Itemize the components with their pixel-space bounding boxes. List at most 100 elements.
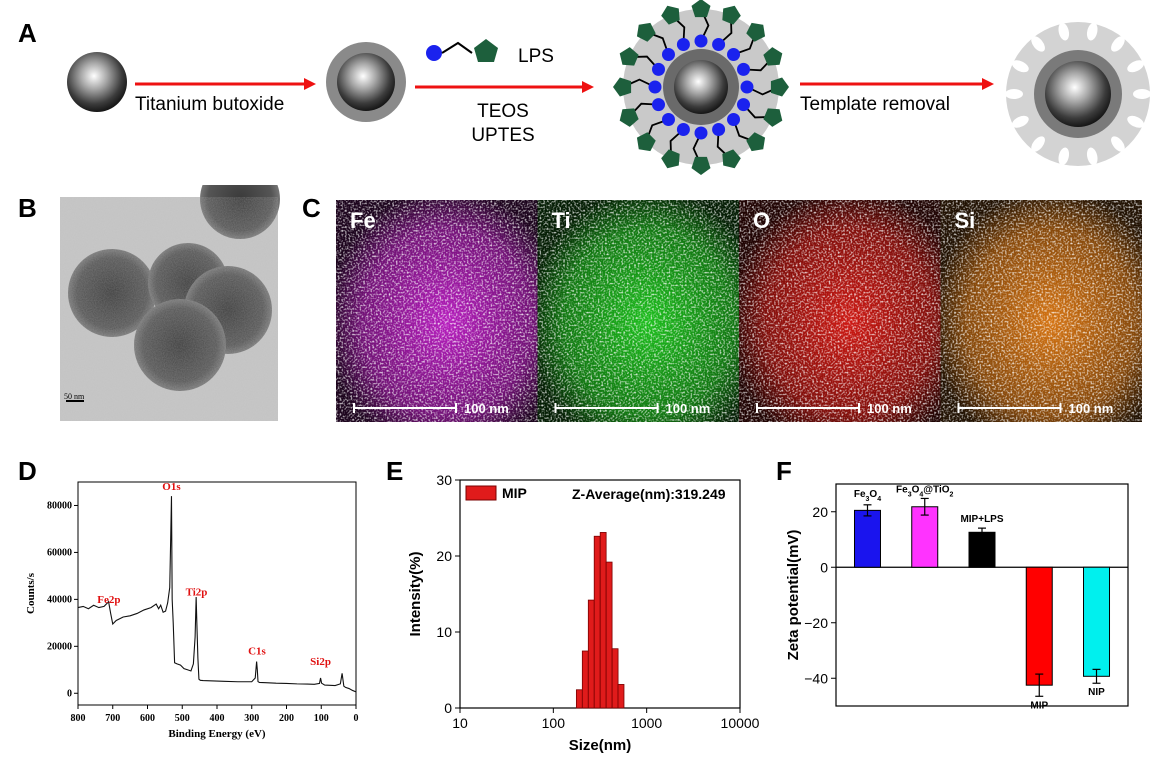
x-tick-label: 1000 [631, 715, 662, 731]
y-tick-label: 80000 [47, 500, 72, 511]
lps-head [712, 122, 726, 136]
panel-letter-b: B [18, 193, 37, 223]
y-tick-label: −20 [804, 615, 828, 631]
lps-pentagon [722, 5, 741, 25]
arrow-step-1-head [304, 78, 316, 90]
lps-label: LPS [518, 46, 554, 67]
lps-pentagon [613, 77, 632, 97]
panel-f-zeta-chart: F −40 −20 0 20 Fe3O4 Fe3O4@TiO2 MIP+LPS MIP NIP Z… [776, 456, 1129, 711]
panel-d-xps-chart: D 800 700 600 500 400 300 200 100 0 0 20000 40000 60… [18, 456, 359, 740]
size-bar [575, 689, 583, 709]
reagent-uptes-label: UPTES [471, 125, 534, 146]
y-tick-label: 0 [67, 688, 72, 699]
size-bar [581, 650, 589, 709]
imprint-cavity [1086, 147, 1098, 166]
y-tick-label: 20 [812, 504, 828, 520]
size-bar [605, 561, 613, 709]
imprint-cavity [1005, 89, 1023, 99]
zeta-bar [853, 509, 881, 568]
size-bar [617, 684, 625, 709]
mip-particle-after-removal [1005, 22, 1151, 166]
x-tick-label: 800 [71, 713, 86, 724]
x-tick-label: 10 [452, 715, 468, 731]
peak-label: O1s [162, 481, 181, 493]
lps-pentagon [636, 132, 656, 152]
x-tick-label: 0 [354, 713, 359, 724]
y-tick-label: 60000 [47, 547, 72, 558]
lps-head [661, 47, 675, 61]
lps-pentagon [763, 108, 783, 127]
size-bar [587, 599, 595, 709]
panel-letter-a: A [18, 18, 37, 48]
eds-map-o: O 100 nm [739, 200, 941, 422]
y-tick-label: 0 [820, 559, 828, 575]
y-tick-label: 10 [436, 624, 452, 640]
arrow-step-2-head [582, 81, 594, 93]
size-bar [593, 535, 601, 709]
lps-head [676, 122, 690, 136]
eds-scale-label: 100 nm [666, 401, 711, 416]
lps-head [676, 38, 690, 52]
lps-head-icon [426, 45, 442, 61]
panel-c-eds-maps: C Fe 100 nm Ti 100 nm O 100 nm Si 100 nm [300, 185, 1150, 425]
x-tick-label: 100 [314, 713, 329, 724]
lps-head [694, 34, 708, 48]
y-axis-label: Intensity(%) [407, 551, 424, 636]
peak-label: C1s [248, 645, 266, 657]
eds-element-label: Si [955, 208, 976, 233]
lps-pentagon [636, 22, 656, 42]
lps-pentagon [763, 47, 783, 66]
x-tick-label: 600 [140, 713, 155, 724]
legend-swatch [465, 485, 497, 501]
lps-pentagon [619, 47, 639, 66]
size-bar [599, 532, 607, 709]
category-label: MIP [1030, 700, 1048, 711]
lps-pentagon [746, 22, 766, 42]
tem-scale-label: 50 nm [64, 392, 85, 401]
zeta-bar [911, 506, 939, 568]
lps-head [712, 38, 726, 52]
eds-element-label: O [753, 208, 770, 233]
lps-head [727, 47, 741, 61]
lps-head [740, 80, 754, 94]
panel-b-tem: B 50 nm [18, 185, 280, 421]
imprint-cavity [1011, 115, 1029, 128]
lps-pentagon-icon [474, 39, 498, 62]
imprint-cavity [1111, 36, 1125, 52]
lps-pentagon [770, 77, 789, 97]
category-label: MIP+LPS [960, 514, 1003, 525]
plot-frame [835, 483, 1129, 707]
step-3-label: Template removal [800, 94, 950, 115]
y-tick-label: 40000 [47, 594, 72, 605]
magnetic-core-particle [67, 52, 127, 112]
panel-letter-f: F [776, 456, 792, 486]
imprint-cavity [1031, 136, 1045, 152]
x-tick-label: 400 [210, 713, 225, 724]
x-axis-label: Binding Energy (eV) [168, 728, 266, 740]
eds-element-label: Ti [552, 208, 571, 233]
xps-spectrum-line [77, 496, 357, 693]
lps-pentagon [619, 108, 639, 127]
reagent-teos-label: TEOS [477, 101, 529, 122]
eds-scale-label: 100 nm [867, 401, 912, 416]
imprint-cavity [1011, 60, 1029, 73]
lps-head [652, 98, 666, 112]
y-tick-label: −40 [804, 670, 828, 686]
lps-head [736, 62, 750, 76]
eds-element-label: Fe [350, 208, 376, 233]
eds-scale-label: 100 nm [1069, 401, 1114, 416]
zeta-bar [968, 531, 996, 568]
eds-map-si: Si 100 nm [940, 200, 1142, 422]
lps-pentagon [661, 5, 680, 25]
imprint-cavity [1127, 60, 1145, 73]
lps-pentagon [722, 149, 741, 169]
x-tick-label: 500 [175, 713, 190, 724]
imprint-cavity [1127, 115, 1145, 128]
zeta-bar [1083, 566, 1111, 677]
panel-letter-d: D [18, 456, 37, 486]
step-1-label: Titanium butoxide [135, 94, 284, 115]
lps-head [727, 113, 741, 127]
x-tick-label: 100 [542, 715, 566, 731]
lps-head [652, 62, 666, 76]
